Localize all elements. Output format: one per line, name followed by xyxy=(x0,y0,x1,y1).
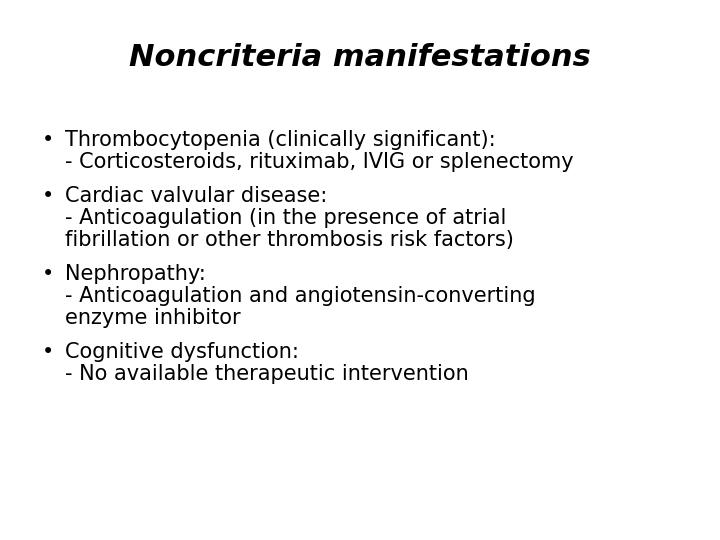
Text: Cardiac valvular disease:: Cardiac valvular disease: xyxy=(65,186,328,206)
Text: - Anticoagulation and angiotensin-converting: - Anticoagulation and angiotensin-conver… xyxy=(65,286,536,306)
Text: •: • xyxy=(42,264,54,284)
Text: fibrillation or other thrombosis risk factors): fibrillation or other thrombosis risk fa… xyxy=(65,230,514,250)
Text: Nephropathy:: Nephropathy: xyxy=(65,264,206,284)
Text: Noncriteria manifestations: Noncriteria manifestations xyxy=(129,44,591,72)
Text: •: • xyxy=(42,130,54,150)
Text: - No available therapeutic intervention: - No available therapeutic intervention xyxy=(65,364,469,384)
Text: - Corticosteroids, rituximab, IVIG or splenectomy: - Corticosteroids, rituximab, IVIG or sp… xyxy=(65,152,574,172)
Text: Thrombocytopenia (clinically significant):: Thrombocytopenia (clinically significant… xyxy=(65,130,495,150)
Text: - Anticoagulation (in the presence of atrial: - Anticoagulation (in the presence of at… xyxy=(65,208,506,228)
Text: enzyme inhibitor: enzyme inhibitor xyxy=(65,308,240,328)
Text: •: • xyxy=(42,342,54,362)
Text: •: • xyxy=(42,186,54,206)
Text: Cognitive dysfunction:: Cognitive dysfunction: xyxy=(65,342,299,362)
